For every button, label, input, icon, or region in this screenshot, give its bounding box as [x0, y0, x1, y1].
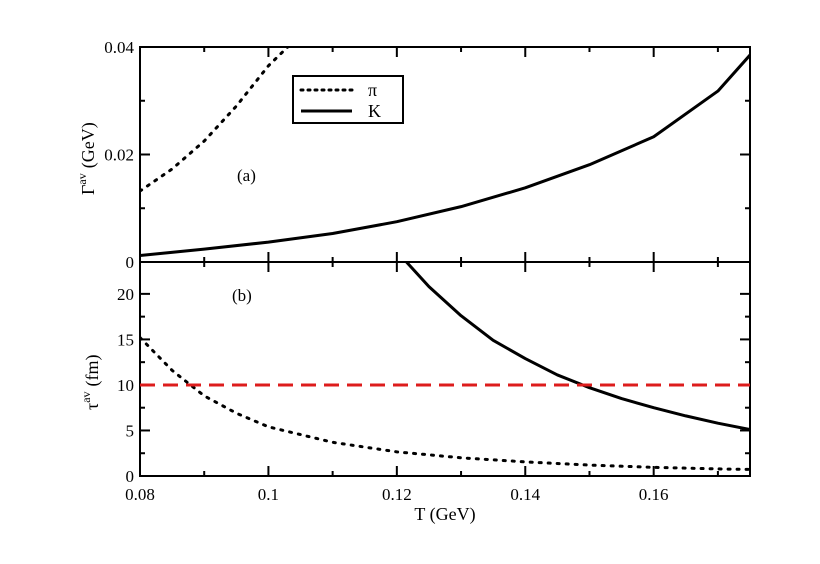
x-tick-label: 0.16: [639, 485, 669, 504]
panel-a-tag: (a): [237, 166, 256, 185]
panel-a-y-ticks: 0 0.02 0.04: [104, 38, 750, 272]
panel-b-x-ticks: 0.08 0.1 0.12 0.14 0.16: [125, 262, 719, 504]
panel-b-y-ticks: 0 5 10 15 20: [117, 285, 750, 486]
k-curve: [405, 262, 750, 432]
x-tick-label: 0.12: [382, 485, 412, 504]
panel-a-y-unit: (GeV): [78, 122, 99, 168]
panel-a-series: [140, 47, 750, 258]
legend-pi-label: π: [368, 80, 377, 100]
panel-b-y-axis-label: τav (fm): [79, 354, 103, 410]
y-tick-label: 0: [126, 467, 135, 486]
panel-b: 0 5 10 15 20 0.08 0.1 0.12 0.14 0.16 (b) τav (fm)…: [79, 261, 751, 525]
panel-b-frame: [139, 261, 751, 477]
y-tick-label: 15: [117, 330, 134, 349]
legend-k-label: K: [368, 101, 381, 121]
panel-b-y-symbol: τ: [82, 403, 102, 410]
y-tick-label: 0.04: [104, 38, 134, 57]
y-tick-label: 5: [126, 421, 135, 440]
legend-box: [292, 75, 404, 124]
x-axis-label: T (GeV): [414, 504, 475, 525]
x-tick-label: 0.14: [510, 485, 540, 504]
panel-b-y-unit: (fm): [82, 354, 103, 386]
panel-b-series: [140, 262, 750, 471]
x-tick-label: 0.08: [125, 485, 155, 504]
panel-a-frame: [139, 46, 751, 263]
panel-a-y-axis-label: Γav (GeV): [75, 122, 99, 195]
pi-curve: [140, 47, 290, 193]
pi-curve: [140, 336, 750, 471]
panel-a-y-superscript: av: [75, 173, 89, 184]
k-curve: [140, 54, 750, 258]
y-tick-label: 10: [117, 376, 134, 395]
legend: π K: [292, 75, 404, 124]
panel-a-x-ticks: [139, 47, 719, 262]
y-tick-label: 0.02: [104, 146, 134, 165]
panel-a: 0 0.02 0.04 (a) Γav (GeV) π K: [75, 38, 751, 272]
x-tick-label: 0.1: [258, 485, 279, 504]
y-tick-label: 20: [117, 285, 134, 304]
panel-b-tag: (b): [232, 286, 252, 305]
panel-b-y-superscript: av: [79, 391, 93, 402]
panel-a-y-symbol: Γ: [78, 185, 98, 195]
y-tick-label: 0: [126, 253, 135, 272]
